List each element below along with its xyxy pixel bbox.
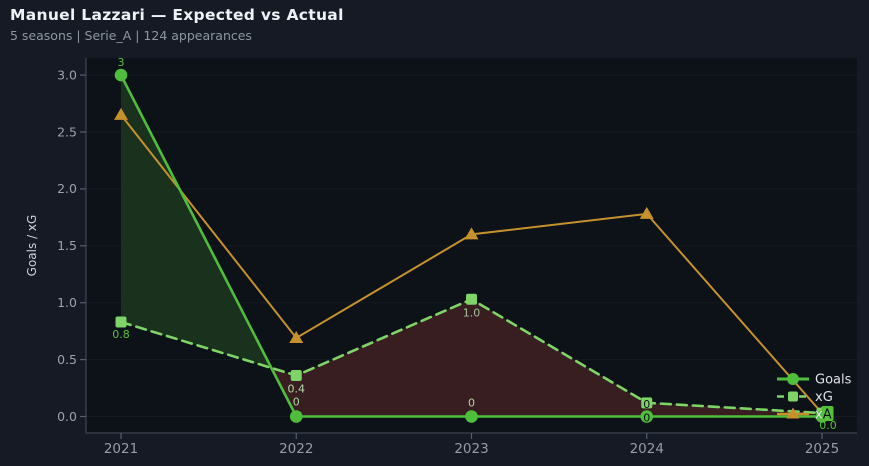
goals-marker [640,410,654,423]
axes: 0.0 0.5 1.0 1.5 2.0 2.5 3.0 2021 2022 2023 2024 202… [57,58,857,457]
x-tick-label: 2024 [630,441,664,457]
data-label: 1.0 [463,306,481,319]
point-labels: 30 000.80.41.000.0 [112,56,837,432]
xa-marker [289,330,304,343]
underperformance-fill [271,299,822,417]
chart-header: Manuel Lazzari — Expected vs Actual 5 se… [10,6,344,43]
xa-marker [639,206,654,219]
y-tick-label: 1.0 [57,295,77,310]
x-tick-label: 2021 [104,441,138,457]
data-label: 0 [468,397,475,410]
xa-marker [114,107,128,120]
y-tick-label: 0.5 [57,352,77,367]
legend: Goals xG xA [777,373,852,423]
xg-marker [641,397,653,409]
data-label: 0 [643,412,650,425]
y-tick-label: 2.0 [57,181,77,196]
data-label: 0 [293,396,300,409]
legend-circle-marker [787,373,799,385]
y-tick-label: 1.5 [57,238,77,253]
x-tick-label: 2025 [805,441,839,457]
chart-subtitle: 5 seasons | Serie_A | 124 appearances [10,28,252,43]
goals-marker [289,410,303,423]
y-axis-title: Goals / xG [25,215,39,277]
xg-marker [115,316,127,328]
data-label: 0.0 [819,419,837,432]
legend-triangle-marker [786,407,800,419]
goals-marker [465,410,478,423]
legend-label: xG [815,390,833,405]
legend-label: xA [815,408,832,423]
legend-square-marker [788,391,798,402]
x-tick-label: 2022 [279,441,313,457]
legend-label: Goals [815,373,852,388]
xa-marker [464,227,479,240]
data-label: 0 [643,398,650,411]
goals-marker [114,68,128,82]
x-tick-label: 2023 [454,441,488,457]
y-tick-label: 0.0 [57,409,77,424]
y-tick-label: 3.0 [57,67,77,82]
xg-marker [290,370,302,382]
legend-label-badge [821,406,834,421]
data-label: 0.8 [112,328,130,341]
xg-marker [466,293,477,305]
data-label: 3 [118,56,125,69]
page-title: Manuel Lazzari — Expected vs Actual [10,6,344,24]
y-tick-label: 2.5 [57,124,77,139]
data-label: 0.4 [288,383,306,396]
